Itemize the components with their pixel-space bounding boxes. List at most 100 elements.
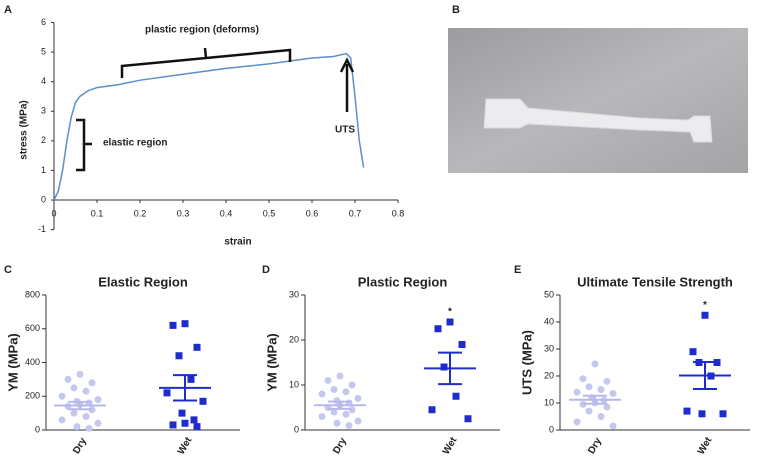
data-point — [82, 387, 90, 395]
data-point — [330, 386, 338, 393]
data-point — [178, 409, 186, 417]
data-point — [333, 419, 341, 427]
panel-label: B — [452, 4, 460, 16]
data-point — [64, 375, 72, 383]
y-tick-label: 0 — [294, 424, 299, 434]
annotation: UTS — [335, 125, 355, 136]
y-tick-label: 50 — [544, 289, 554, 299]
data-point — [163, 389, 171, 397]
data-point — [603, 403, 611, 411]
data-point — [585, 407, 593, 415]
data-point — [318, 390, 326, 398]
y-tick-label: 0 — [41, 194, 46, 204]
y-tick-label: 30 — [289, 289, 299, 299]
y-tick-label: 40 — [544, 316, 554, 326]
data-point — [609, 422, 617, 430]
x-axis-label: strain — [224, 237, 251, 248]
x-tick-label: 0.8 — [392, 208, 405, 218]
data-point — [597, 386, 605, 393]
data-point — [88, 379, 96, 387]
panel-label: D — [262, 264, 270, 276]
x-tick-label: Dry — [71, 436, 89, 456]
annotation: elastic region — [103, 138, 167, 149]
x-tick-label: 0 — [51, 208, 56, 218]
elastic-bracket — [76, 118, 92, 172]
x-tick-label: Wet — [441, 435, 460, 457]
y-tick-label: -1 — [38, 224, 46, 234]
x-tick-label: 0.2 — [134, 208, 147, 218]
data-point — [603, 377, 611, 385]
data-point — [579, 375, 587, 383]
data-point — [190, 416, 198, 424]
chart-title: Plastic Region — [358, 274, 448, 289]
y-tick-label: 4 — [41, 76, 46, 86]
y-tick-label: 600 — [25, 323, 40, 333]
y-axis-label: YM (MPa) — [5, 333, 20, 392]
data-point — [336, 372, 344, 380]
x-tick-label: Wet — [176, 435, 195, 457]
x-tick-label: 0.6 — [306, 208, 319, 218]
data-point — [464, 415, 472, 423]
data-point — [199, 397, 207, 405]
data-point — [354, 417, 362, 425]
data-point — [187, 375, 195, 383]
data-point — [85, 424, 93, 432]
y-tick-label: 0 — [549, 424, 554, 434]
x-tick-label: 0.7 — [349, 208, 362, 218]
chart-title: Ultimate Tensile Strength — [577, 274, 733, 289]
data-point — [452, 392, 460, 400]
data-point — [193, 423, 201, 431]
data-point — [76, 370, 84, 378]
data-point — [318, 413, 326, 420]
y-tick-label: 30 — [544, 343, 554, 353]
y-tick-label: 20 — [289, 334, 299, 344]
data-point — [330, 408, 338, 416]
y-tick-label: 1 — [41, 165, 46, 175]
data-point — [58, 392, 66, 400]
y-axis-label: UTS (MPa) — [519, 330, 534, 395]
data-point — [348, 381, 356, 389]
data-point — [609, 390, 617, 398]
data-point — [73, 423, 81, 431]
panel-label: C — [4, 264, 12, 276]
data-point — [169, 421, 177, 429]
data-point — [58, 416, 66, 424]
x-tick-label: 0.5 — [263, 208, 276, 218]
chart-title: Elastic Region — [98, 274, 188, 289]
y-tick-label: 10 — [544, 397, 554, 407]
data-point — [169, 321, 177, 329]
data-point — [689, 348, 697, 356]
y-tick-label: 10 — [289, 379, 299, 389]
x-tick-label: 0.3 — [177, 208, 190, 218]
data-point — [181, 320, 189, 328]
data-point — [181, 419, 189, 427]
data-point — [342, 388, 350, 396]
data-point — [70, 409, 78, 417]
data-point — [175, 352, 183, 360]
panel-label: A — [4, 4, 12, 16]
y-axis-label: stress (MPa) — [19, 100, 30, 159]
data-point — [573, 418, 581, 426]
data-point — [94, 396, 102, 404]
data-point — [446, 318, 454, 326]
y-tick-label: 200 — [25, 391, 40, 401]
significance: * — [448, 307, 452, 318]
significance: * — [703, 300, 707, 311]
uts-arrow — [339, 57, 355, 112]
data-point — [82, 413, 90, 420]
data-point — [70, 384, 78, 392]
x-tick-label: Dry — [331, 436, 349, 456]
data-point — [434, 325, 442, 333]
x-tick-label: 0.1 — [91, 208, 104, 218]
y-axis-label: YM (MPa) — [264, 333, 279, 392]
data-point — [193, 343, 201, 351]
data-point — [428, 406, 436, 414]
data-point — [585, 383, 593, 391]
y-tick-label: 2 — [41, 135, 46, 145]
annotation: plastic region (deforms) — [145, 25, 259, 36]
y-tick-label: 5 — [41, 46, 46, 56]
stress-strain-line — [53, 52, 365, 201]
data-point — [573, 388, 581, 396]
plastic-bracket — [120, 47, 292, 78]
